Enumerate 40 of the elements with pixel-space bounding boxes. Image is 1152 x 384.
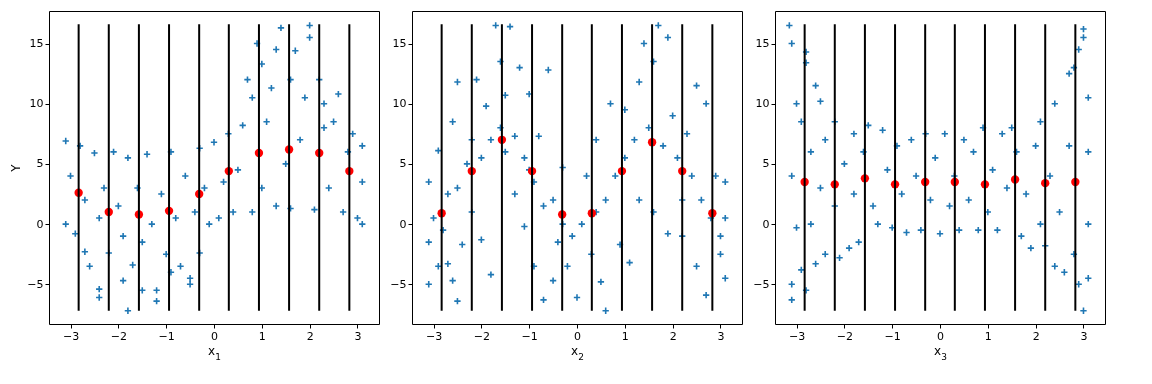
y-tick-label: 5 bbox=[36, 157, 44, 171]
x-tick-label: 0 bbox=[937, 329, 944, 343]
x-tick-label: −1 bbox=[521, 329, 538, 343]
x-tick-label: 1 bbox=[984, 329, 992, 343]
y-tick-label: 0 bbox=[399, 217, 407, 231]
x-tick-label: 0 bbox=[211, 329, 218, 343]
y-tick-label: 15 bbox=[29, 37, 44, 50]
y-axis-title: Y bbox=[9, 163, 24, 173]
x-tick-label: −3 bbox=[425, 329, 443, 343]
y-tick-label: 15 bbox=[755, 37, 770, 50]
x-tick-label: 3 bbox=[354, 329, 362, 343]
x-tick-label: 1 bbox=[258, 329, 266, 343]
x-tick-label: 2 bbox=[306, 329, 314, 343]
y-tick-label: 5 bbox=[762, 157, 770, 171]
y-tick-label: −5 bbox=[390, 277, 407, 291]
x-tick-label: −2 bbox=[110, 329, 127, 343]
x-tick-label: −2 bbox=[473, 329, 490, 343]
x-tick-label: −1 bbox=[884, 329, 901, 343]
x-tick-label: 2 bbox=[1032, 329, 1040, 343]
x-tick-label: 2 bbox=[669, 329, 677, 343]
y-tick-label: 10 bbox=[755, 97, 770, 111]
x-axis-title: x$_{3}$ bbox=[934, 343, 947, 362]
x-tick-label: 1 bbox=[621, 329, 629, 343]
y-tick-label: 0 bbox=[36, 217, 44, 231]
y-tick-label: 10 bbox=[392, 97, 407, 111]
y-tick-label: 10 bbox=[29, 97, 44, 111]
x-axis-title: x$_{2}$ bbox=[571, 343, 584, 362]
x-tick-label: −3 bbox=[788, 329, 806, 343]
y-tick-label: −5 bbox=[753, 277, 770, 291]
x-tick-label: −1 bbox=[158, 329, 175, 343]
x-tick-label: −2 bbox=[836, 329, 853, 343]
y-tick-label: 5 bbox=[399, 157, 407, 171]
x-tick-label: 0 bbox=[574, 329, 581, 343]
x-tick-label: 3 bbox=[1080, 329, 1088, 343]
x-tick-label: 3 bbox=[717, 329, 725, 343]
x-axis-title: x$_{1}$ bbox=[208, 343, 221, 362]
x-tick-label: −3 bbox=[62, 329, 80, 343]
y-tick-label: 15 bbox=[392, 37, 407, 50]
y-tick-label: 0 bbox=[762, 217, 770, 231]
y-tick-label: −5 bbox=[27, 277, 44, 291]
